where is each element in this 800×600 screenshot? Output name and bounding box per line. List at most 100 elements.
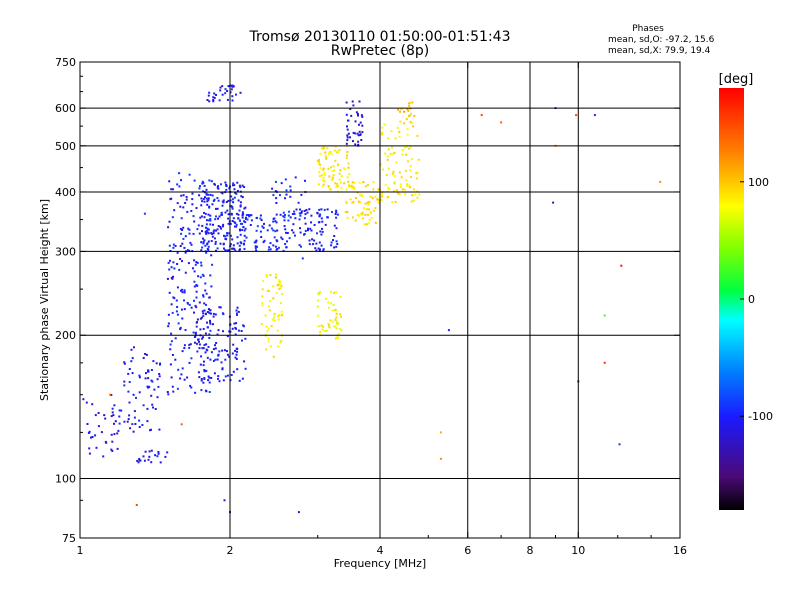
data-point bbox=[204, 289, 207, 292]
data-point bbox=[324, 173, 327, 176]
data-point bbox=[138, 459, 141, 462]
data-point bbox=[212, 360, 215, 362]
data-point bbox=[307, 229, 309, 232]
data-point bbox=[347, 180, 350, 183]
data-point bbox=[320, 147, 323, 150]
data-point bbox=[195, 284, 198, 286]
data-point bbox=[126, 420, 129, 423]
data-point bbox=[167, 226, 170, 229]
data-point bbox=[210, 254, 213, 257]
data-point bbox=[181, 367, 184, 370]
data-point bbox=[214, 344, 216, 347]
data-point bbox=[205, 219, 208, 222]
data-point bbox=[267, 248, 270, 251]
data-point bbox=[385, 174, 388, 176]
data-point bbox=[356, 132, 359, 135]
data-point bbox=[262, 226, 265, 229]
data-point bbox=[188, 346, 191, 349]
data-point bbox=[208, 296, 211, 299]
data-point bbox=[146, 407, 149, 410]
data-point bbox=[447, 329, 450, 332]
data-point bbox=[192, 232, 195, 235]
data-point bbox=[369, 210, 372, 213]
data-point bbox=[406, 183, 409, 186]
data-point bbox=[214, 358, 217, 361]
data-point bbox=[308, 243, 311, 246]
data-point bbox=[226, 98, 229, 101]
data-point bbox=[204, 212, 207, 215]
data-point bbox=[206, 227, 209, 230]
data-point bbox=[82, 398, 85, 401]
data-point bbox=[347, 162, 350, 165]
data-point bbox=[359, 134, 362, 136]
data-point bbox=[233, 184, 236, 187]
data-point bbox=[230, 88, 233, 91]
data-point bbox=[319, 330, 322, 333]
data-point bbox=[206, 231, 209, 234]
data-point bbox=[277, 246, 280, 249]
data-point bbox=[264, 333, 267, 336]
data-point bbox=[123, 361, 126, 364]
data-point bbox=[217, 185, 219, 188]
data-point bbox=[335, 316, 338, 319]
data-point bbox=[287, 214, 290, 217]
data-point bbox=[334, 213, 337, 215]
data-point bbox=[208, 391, 211, 393]
data-point bbox=[231, 198, 234, 201]
data-point bbox=[298, 244, 301, 247]
data-point bbox=[109, 393, 112, 396]
data-point bbox=[157, 451, 160, 453]
data-point bbox=[279, 213, 282, 216]
colorbar-unit-label: [deg] bbox=[719, 72, 754, 87]
data-point bbox=[395, 161, 398, 164]
data-point bbox=[183, 347, 186, 349]
data-point bbox=[244, 367, 247, 370]
data-point bbox=[159, 461, 162, 464]
data-point bbox=[236, 313, 238, 316]
data-point bbox=[299, 208, 301, 211]
data-point bbox=[221, 312, 224, 315]
data-point bbox=[320, 208, 323, 211]
data-point bbox=[326, 147, 329, 150]
data-point bbox=[317, 299, 320, 302]
data-point bbox=[356, 214, 359, 216]
data-point bbox=[244, 217, 247, 220]
data-point bbox=[234, 225, 236, 228]
data-point bbox=[292, 231, 295, 234]
data-point bbox=[196, 318, 199, 321]
data-point bbox=[216, 247, 219, 250]
data-point bbox=[210, 351, 213, 354]
data-point bbox=[181, 260, 183, 263]
data-point bbox=[323, 171, 326, 174]
data-point bbox=[285, 189, 288, 192]
data-point bbox=[166, 391, 169, 393]
data-point bbox=[188, 361, 191, 364]
data-point bbox=[227, 222, 230, 225]
data-point bbox=[227, 374, 229, 377]
data-point bbox=[179, 227, 182, 230]
data-point bbox=[211, 235, 214, 238]
data-point bbox=[348, 185, 351, 188]
data-point bbox=[195, 296, 198, 299]
data-point bbox=[135, 504, 138, 506]
data-point bbox=[381, 133, 383, 136]
data-point bbox=[282, 211, 285, 214]
data-point bbox=[310, 229, 313, 232]
data-point bbox=[286, 240, 288, 243]
data-point bbox=[208, 179, 211, 182]
data-point bbox=[500, 121, 503, 124]
data-point bbox=[225, 201, 228, 203]
data-point bbox=[178, 268, 181, 271]
data-point bbox=[200, 249, 203, 252]
data-point bbox=[123, 384, 126, 387]
data-point bbox=[267, 305, 270, 308]
data-point bbox=[346, 176, 349, 179]
data-point bbox=[316, 212, 319, 215]
y-tick-label: 500 bbox=[55, 140, 76, 153]
data-point bbox=[243, 186, 246, 188]
data-point bbox=[149, 429, 151, 432]
data-point bbox=[272, 194, 275, 197]
data-point bbox=[209, 219, 212, 222]
data-point bbox=[265, 348, 268, 351]
y-tick-label: 75 bbox=[62, 532, 76, 545]
